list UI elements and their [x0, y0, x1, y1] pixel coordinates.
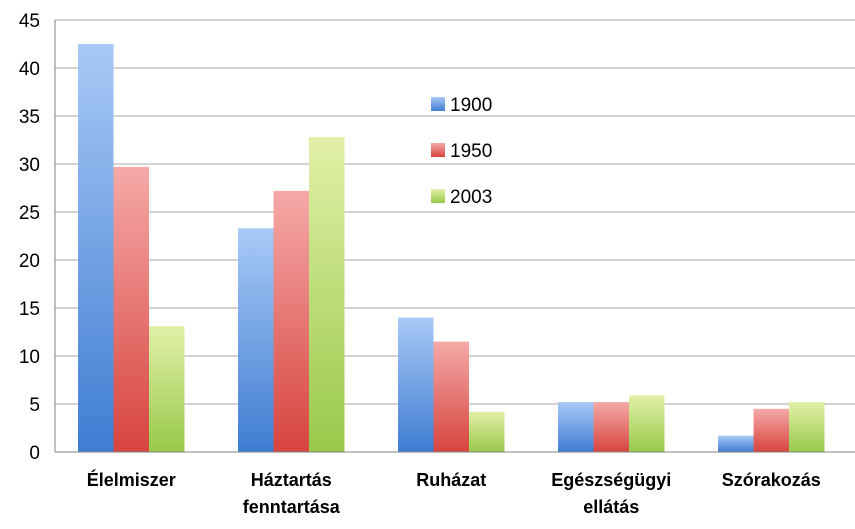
y-tick-label: 35 — [19, 107, 40, 128]
bar-1900-4 — [718, 435, 754, 452]
x-category-label: Háztartás — [251, 470, 332, 490]
y-tick-label: 15 — [19, 299, 40, 320]
bar-2003-0 — [149, 326, 185, 452]
y-axis: 0 5 10 15 20 25 30 35 40 45 — [19, 11, 56, 464]
bar-1900-3 — [558, 402, 594, 452]
y-tick-label: 20 — [19, 251, 40, 272]
bar-1900-1 — [238, 228, 274, 452]
y-tick-label: 10 — [19, 347, 40, 368]
legend-label: 1900 — [450, 95, 492, 116]
bar-2003-1 — [309, 137, 345, 452]
bar-1950-4 — [753, 408, 789, 452]
x-category-label: Egészségügyi — [551, 470, 671, 490]
y-tick-label: 0 — [29, 443, 40, 464]
y-tick-label: 30 — [19, 155, 40, 176]
x-axis: Élelmiszer Háztartás fenntartása Ruházat Egé… — [55, 451, 855, 517]
bar-1950-3 — [593, 402, 629, 452]
bar-1950-0 — [113, 166, 149, 452]
y-tick-label: 45 — [19, 11, 40, 32]
bar-1900-0 — [78, 44, 114, 452]
gridlines — [55, 19, 855, 453]
y-tick-label: 40 — [19, 59, 40, 80]
bar-1950-1 — [273, 190, 309, 452]
y-tick-label: 5 — [29, 395, 40, 416]
legend-swatch — [431, 189, 445, 203]
bars — [78, 44, 825, 452]
bar-1900-2 — [398, 317, 434, 452]
legend-swatch — [431, 143, 445, 157]
x-category-label: Ruházat — [416, 470, 486, 490]
legend: 1900 1950 2003 — [431, 95, 492, 208]
bar-1950-2 — [433, 341, 469, 452]
y-tick-label: 25 — [19, 203, 40, 224]
x-category-label: fenntartása — [243, 497, 341, 517]
x-category-label: Szórakozás — [722, 470, 821, 490]
legend-swatch — [431, 97, 445, 111]
x-category-label: ellátás — [583, 497, 639, 517]
bar-2003-3 — [629, 395, 665, 452]
legend-label: 2003 — [450, 187, 492, 208]
bar-2003-4 — [789, 402, 825, 452]
bar-2003-2 — [469, 411, 505, 452]
x-category-label: Élelmiszer — [87, 469, 176, 490]
legend-label: 1950 — [450, 141, 492, 162]
